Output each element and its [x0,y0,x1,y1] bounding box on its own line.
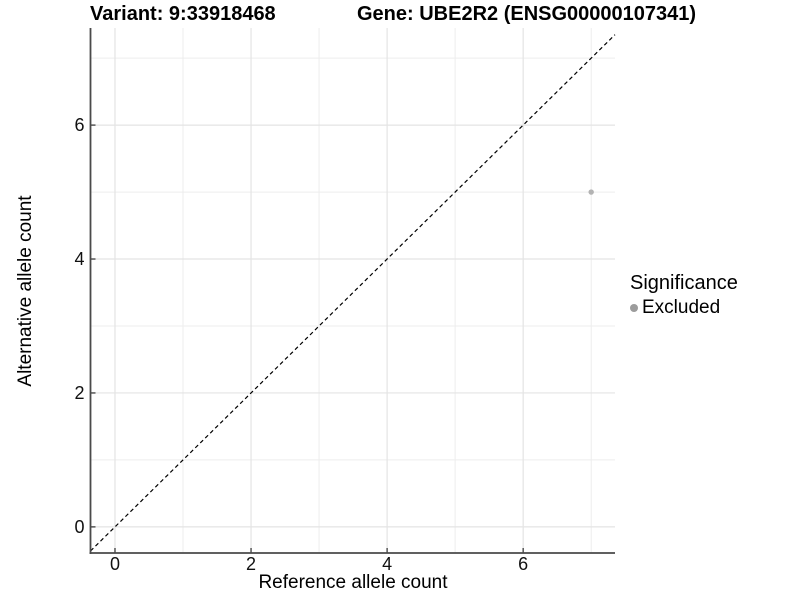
x-tick-label: 0 [110,554,120,574]
y-tick-label: 6 [74,115,84,135]
y-axis-label: Alternative allele count [15,195,36,387]
x-tick-label: 6 [518,554,528,574]
x-tick-label: 2 [246,554,256,574]
x-tick-label: 4 [382,554,392,574]
legend: Significance Excluded [630,272,738,319]
y-tick-label: 2 [74,383,84,403]
legend-entry-label: Excluded [642,297,721,318]
y-tick-label: 4 [74,249,84,269]
identity-dashed-line [90,34,616,552]
x-axis-label: Reference allele count [258,572,448,593]
legend-entry-excluded: Excluded [630,297,738,319]
plot-title-gene: Gene: UBE2R2 (ENSG00000107341) [357,3,697,25]
data-point [588,189,594,195]
legend-title: Significance [630,272,738,294]
plot-title-variant: Variant: 9:33918468 [90,3,276,25]
legend-point-icon [630,304,638,312]
y-tick-label: 0 [74,517,84,537]
